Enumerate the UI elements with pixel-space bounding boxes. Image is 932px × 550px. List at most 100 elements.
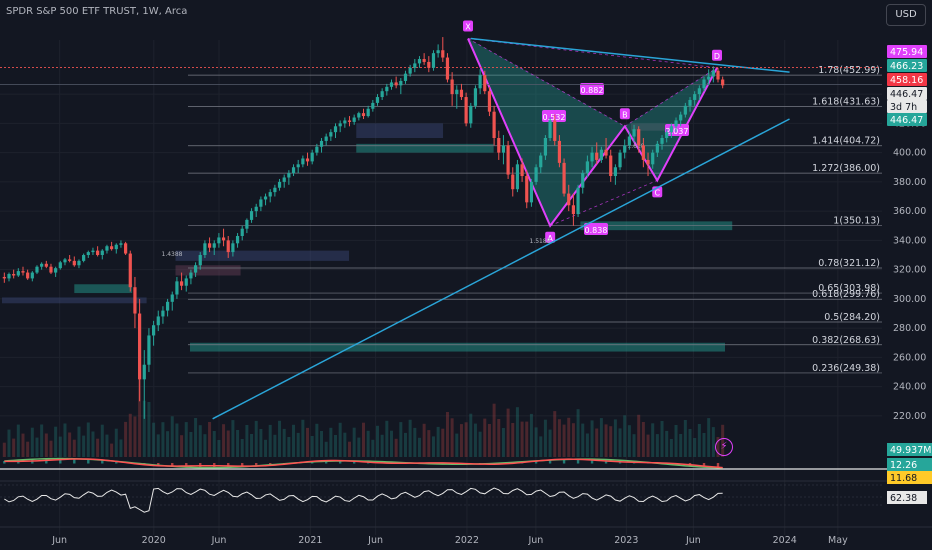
macd-signal-line <box>4 458 723 469</box>
zone-box <box>356 123 444 138</box>
currency-button[interactable]: USD <box>886 4 926 26</box>
candle-body <box>352 117 356 122</box>
candle-body <box>193 265 198 273</box>
price-axis-label: 260.00 <box>893 352 926 363</box>
candle-body <box>571 205 576 215</box>
volume-bar <box>110 443 114 457</box>
volume-bar <box>520 421 524 457</box>
candle-body <box>590 152 594 162</box>
pattern-point-badge <box>463 20 473 32</box>
candle-body <box>217 237 221 244</box>
candle-body <box>343 120 347 124</box>
volume-bar <box>693 438 697 457</box>
volume-bar <box>609 426 613 457</box>
candle-body <box>371 102 375 109</box>
candle-body <box>609 155 613 177</box>
volume-bar <box>226 430 230 457</box>
pattern-small-label: 1.4388 <box>162 251 183 258</box>
candle-body <box>277 181 282 188</box>
volume-bar <box>268 424 272 457</box>
candle-body <box>58 262 62 269</box>
macd-histogram-bar <box>73 458 76 464</box>
volume-bar <box>553 411 557 457</box>
price-tag-text: 3d 7h <box>890 102 917 113</box>
volume-bar <box>44 433 48 457</box>
volume-bar <box>487 424 491 457</box>
volume-bar <box>595 428 599 457</box>
candle-body <box>665 132 669 138</box>
price-axis-label: 400.00 <box>893 148 926 159</box>
macd-histogram-bar <box>352 460 356 464</box>
candle-body <box>165 301 170 311</box>
zone-box <box>175 265 241 276</box>
volume-bar <box>100 424 104 457</box>
macd-histogram-bar <box>324 461 328 464</box>
volume-bar <box>613 419 617 457</box>
volume-bar <box>231 420 235 457</box>
volume-bar <box>12 438 16 457</box>
volume-bar <box>217 440 221 457</box>
volume-bar <box>380 434 384 457</box>
candle-body <box>707 76 711 80</box>
candle-body <box>35 266 39 273</box>
pattern-ratio-label: 2.037 <box>666 127 689 136</box>
trendline <box>470 37 790 73</box>
candle-body <box>534 167 538 182</box>
volume-bar <box>189 432 193 457</box>
candle-body <box>156 316 160 326</box>
volume-bar <box>324 441 328 457</box>
candle-body <box>445 57 450 80</box>
volume-bar <box>68 432 72 457</box>
volume-bar <box>222 424 226 457</box>
candle-body <box>44 263 48 267</box>
candle-body <box>693 94 697 100</box>
candle-body <box>511 174 515 190</box>
candle-body <box>487 91 492 112</box>
candle-body <box>49 266 53 273</box>
candle-body <box>254 206 258 212</box>
candle-body <box>501 145 506 153</box>
time-axis-label: 2021 <box>298 535 322 546</box>
price-axis-label: 240.00 <box>893 382 926 393</box>
volume-bar <box>166 431 170 457</box>
lightning-icon[interactable]: ⚡ <box>715 438 733 456</box>
pattern-ratio-label: 0.882 <box>581 86 604 95</box>
candle-body <box>235 236 240 244</box>
macd-histogram-bar <box>115 461 118 464</box>
candle-body <box>721 79 725 86</box>
candle-body <box>30 272 34 279</box>
volume-bar <box>105 434 109 457</box>
volume-bar <box>679 434 683 457</box>
candle-body <box>26 272 30 279</box>
volume-bar <box>77 426 81 457</box>
candle-body <box>660 138 664 144</box>
volume-bar <box>236 430 240 457</box>
candle-body <box>637 129 641 146</box>
volume-bar <box>315 423 319 457</box>
volume-bar <box>581 423 585 457</box>
rsi-line <box>4 487 723 513</box>
volume-bar <box>683 420 687 457</box>
price-axis-label: 300.00 <box>893 294 926 305</box>
volume-bar <box>203 434 207 457</box>
price-tag-text: 475.94 <box>890 47 923 58</box>
volume-bar <box>147 402 151 457</box>
volume-bar <box>543 419 547 457</box>
volume-bar <box>506 408 510 457</box>
candle-body <box>469 105 473 124</box>
volume-bar <box>152 422 156 457</box>
volume-bar <box>180 435 184 457</box>
volume-bar <box>114 428 118 457</box>
price-tag-text: 466.23 <box>890 61 923 72</box>
volume-bar <box>49 440 53 457</box>
macd-histogram-bar <box>576 459 580 464</box>
volume-bar <box>301 419 305 457</box>
volume-bar <box>590 420 594 457</box>
volume-bar <box>497 419 501 457</box>
volume-bar <box>35 437 39 457</box>
candle-body <box>12 274 16 276</box>
candle-body <box>385 86 389 92</box>
candle-body <box>184 278 188 286</box>
candle-body <box>347 120 352 122</box>
